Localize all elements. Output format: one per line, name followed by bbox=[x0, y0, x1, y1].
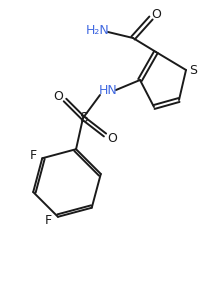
Text: HN: HN bbox=[99, 84, 117, 96]
Text: O: O bbox=[151, 9, 161, 22]
Text: F: F bbox=[44, 214, 51, 227]
Text: F: F bbox=[30, 149, 37, 162]
Text: O: O bbox=[107, 132, 117, 145]
Text: S: S bbox=[189, 63, 197, 77]
Text: H₂N: H₂N bbox=[86, 24, 110, 37]
Text: S: S bbox=[79, 111, 87, 125]
Text: O: O bbox=[53, 90, 63, 103]
